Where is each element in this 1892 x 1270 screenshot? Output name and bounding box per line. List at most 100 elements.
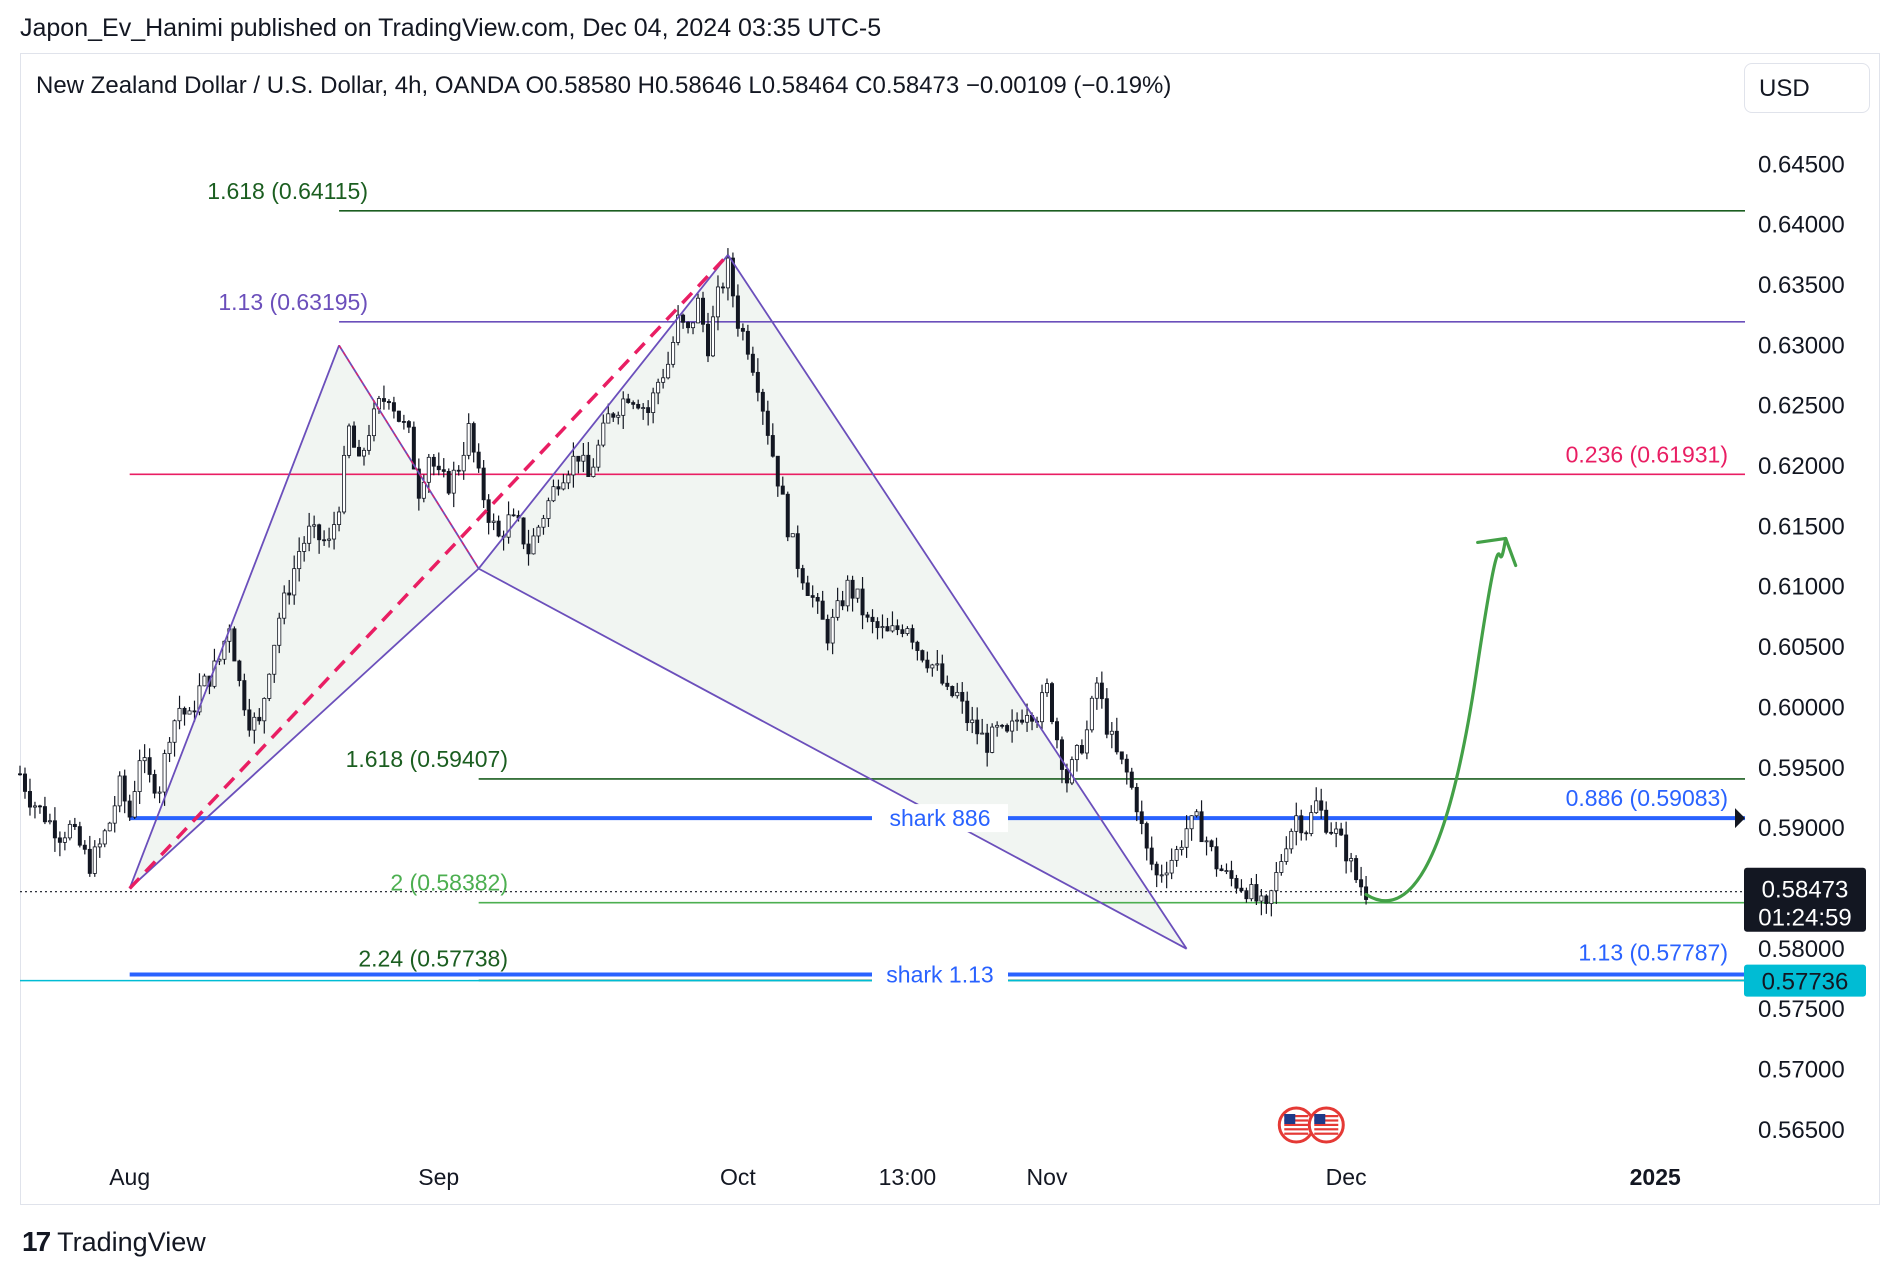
time-tick-label: Dec [1326, 1164, 1367, 1190]
candle-body [1005, 725, 1010, 732]
candle-body [995, 724, 1000, 728]
pattern-leg[interactable] [478, 567, 1188, 950]
candle-body [386, 401, 391, 404]
candle-body [865, 614, 870, 618]
candle-body [1269, 890, 1274, 904]
candle-body [830, 616, 835, 644]
candle-body [1139, 811, 1144, 824]
candle-body [940, 663, 945, 684]
candle-body [27, 791, 32, 808]
candle-body [1045, 683, 1050, 694]
us-flag-icon-stripe [1314, 1119, 1339, 1122]
candle-body [371, 408, 376, 437]
candle-body [232, 628, 237, 662]
candle-body [1114, 730, 1119, 753]
candle-body [1089, 697, 1094, 731]
candle-body [760, 391, 765, 412]
candle-body [401, 421, 406, 423]
candle-body [825, 618, 830, 644]
candle-body [965, 700, 970, 724]
candle-body [880, 626, 885, 629]
candle-body [765, 410, 770, 436]
candle-body [347, 425, 352, 456]
candle-body [666, 363, 671, 379]
candle-body [1094, 682, 1099, 699]
candle-body [461, 454, 466, 472]
alert-price-badge[interactable] [1744, 964, 1866, 997]
candle-body [32, 805, 37, 808]
pattern-leg[interactable] [727, 254, 1188, 950]
candle-body [317, 524, 322, 541]
time-tick-label: Aug [109, 1164, 150, 1190]
candle-body [775, 455, 780, 487]
candle-body [202, 675, 207, 687]
candle-body [257, 716, 262, 722]
candle-body [536, 526, 541, 537]
candle-body [701, 297, 706, 325]
candle-body [1279, 861, 1284, 873]
candle-body [1234, 878, 1239, 889]
candle-body [87, 848, 92, 874]
candle-body [970, 719, 975, 724]
candle-body [421, 481, 426, 499]
level-label: 1.13 (0.63195) [218, 289, 368, 315]
candle-body [1299, 815, 1304, 834]
pattern-leg[interactable] [477, 254, 729, 570]
candle-body [357, 446, 362, 457]
candle-body [740, 327, 745, 332]
time-tick-label: 13:00 [879, 1164, 937, 1190]
candle-body [1319, 800, 1324, 811]
candle-body [1249, 884, 1254, 900]
pattern-lines-layer [128, 253, 1188, 950]
pattern-leg[interactable] [128, 345, 340, 889]
candle-body [730, 257, 735, 297]
level-mid-label-bg [872, 804, 1008, 833]
candle-body [466, 423, 471, 456]
candle-body [1015, 719, 1020, 722]
candle-body [990, 726, 995, 753]
level-label: 2.24 (0.57738) [358, 945, 508, 971]
alert-price-label: 0.57736 [1762, 969, 1849, 996]
candle-body [571, 455, 576, 476]
us-flag-icon[interactable] [1307, 1106, 1345, 1144]
price-tick-label: 0.64000 [1758, 212, 1845, 239]
candle-body [745, 330, 750, 355]
candle-body [102, 830, 107, 845]
candle-body [1294, 815, 1299, 832]
candle-body [431, 456, 436, 467]
price-tick-label: 0.63500 [1758, 272, 1845, 299]
candle-body [895, 625, 900, 631]
price-tick-label: 0.59000 [1758, 815, 1845, 842]
candle-body [1239, 887, 1244, 892]
candle-body [307, 525, 312, 544]
candle-body [57, 837, 62, 843]
candle-body [1159, 874, 1164, 877]
tradingview-logo[interactable]: 17 TradingView [22, 1226, 206, 1258]
candle-body [855, 588, 860, 599]
candle-body [1164, 872, 1169, 876]
candle-body [337, 511, 342, 525]
candle-body [646, 407, 651, 413]
time-tick-label: Sep [418, 1164, 459, 1190]
currency-button[interactable]: USD [1744, 63, 1870, 113]
us-flag-icon[interactable] [1277, 1106, 1315, 1144]
candle-body [521, 517, 526, 545]
candle-body [361, 449, 366, 457]
pattern-dashed-line[interactable] [128, 253, 730, 890]
candle-body [1000, 724, 1005, 727]
candle-body [905, 628, 910, 634]
candle-body [1154, 863, 1159, 876]
projection-arrow[interactable] [1364, 536, 1508, 903]
candle-body [790, 533, 795, 538]
candle-body [1144, 823, 1149, 849]
candle-body [322, 539, 327, 542]
candle-body [471, 423, 476, 453]
candle-body [52, 820, 57, 839]
candle-body [1354, 858, 1359, 881]
us-flag-icon-stripe [1314, 1132, 1339, 1135]
candle-body [900, 629, 905, 634]
pattern-leg[interactable] [129, 567, 480, 890]
candle-body [710, 316, 715, 357]
candle-body [237, 660, 242, 681]
